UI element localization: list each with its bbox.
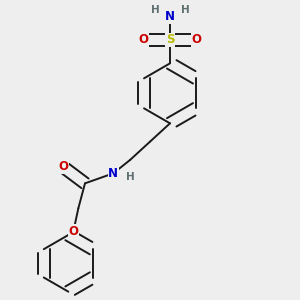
Text: N: N <box>108 167 118 180</box>
Text: H: H <box>151 5 159 15</box>
Text: H: H <box>126 172 135 182</box>
Text: O: O <box>138 34 148 46</box>
Text: N: N <box>165 10 175 23</box>
Text: O: O <box>68 225 78 238</box>
Text: O: O <box>58 160 68 173</box>
Text: O: O <box>192 34 202 46</box>
Text: H: H <box>181 5 189 15</box>
Text: S: S <box>166 34 174 46</box>
